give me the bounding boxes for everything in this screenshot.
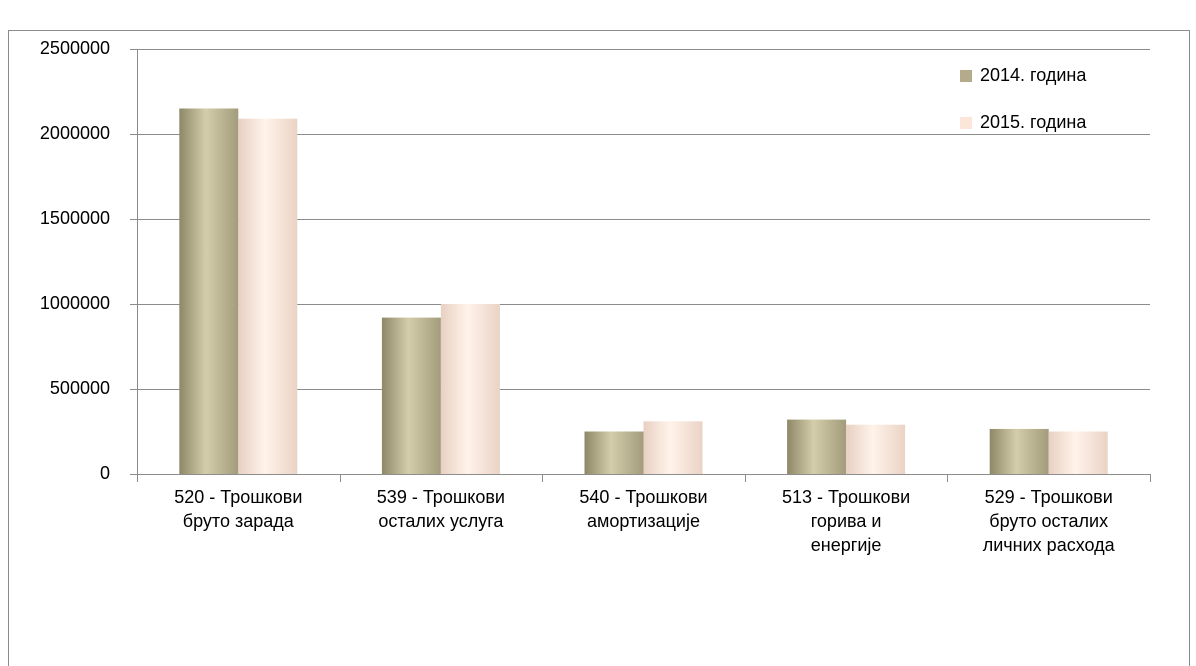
x-tick-label: осталих услуга <box>378 511 504 531</box>
legend-label: 2014. година <box>980 65 1087 85</box>
bar <box>238 118 298 474</box>
bar <box>787 419 847 474</box>
x-tick-label: бруто зарада <box>183 511 295 531</box>
y-tick-label: 2000000 <box>40 123 110 143</box>
x-tick-label: 520 - Трошкови <box>174 487 302 507</box>
y-tick-label: 2500000 <box>40 38 110 58</box>
y-tick-label: 0 <box>100 463 110 483</box>
x-tick-label: 539 - Трошкови <box>377 487 505 507</box>
x-tick-label: 529 - Трошкови <box>985 487 1113 507</box>
x-tick-label: бруто осталих <box>989 511 1108 531</box>
y-tick-label: 1000000 <box>40 293 110 313</box>
bar <box>381 317 441 474</box>
bar <box>989 428 1049 474</box>
bar <box>643 421 703 474</box>
bar <box>846 424 906 474</box>
x-tick-label: амортизације <box>587 511 700 531</box>
y-tick-label: 500000 <box>50 378 110 398</box>
legend-swatch <box>960 117 972 129</box>
bar <box>440 304 500 474</box>
legend-label: 2015. година <box>980 112 1087 132</box>
bar <box>584 431 644 474</box>
x-tick-label: личних расхода <box>983 535 1116 555</box>
bar <box>1048 431 1108 474</box>
y-tick-label: 1500000 <box>40 208 110 228</box>
x-tick-label: 540 - Трошкови <box>579 487 707 507</box>
x-tick-label: енергије <box>811 535 882 555</box>
x-tick-label: горива и <box>811 511 882 531</box>
legend-swatch <box>960 70 972 82</box>
x-tick-label: 513 - Трошкови <box>782 487 910 507</box>
bar <box>179 108 239 474</box>
